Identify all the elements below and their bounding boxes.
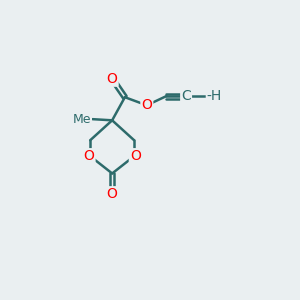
Text: O: O <box>107 187 118 201</box>
Text: O: O <box>141 98 152 112</box>
Text: -H: -H <box>206 89 222 103</box>
Text: O: O <box>84 149 94 163</box>
Text: O: O <box>130 149 141 163</box>
Text: Me: Me <box>73 113 92 126</box>
Text: C: C <box>181 89 191 103</box>
Text: O: O <box>107 72 118 86</box>
